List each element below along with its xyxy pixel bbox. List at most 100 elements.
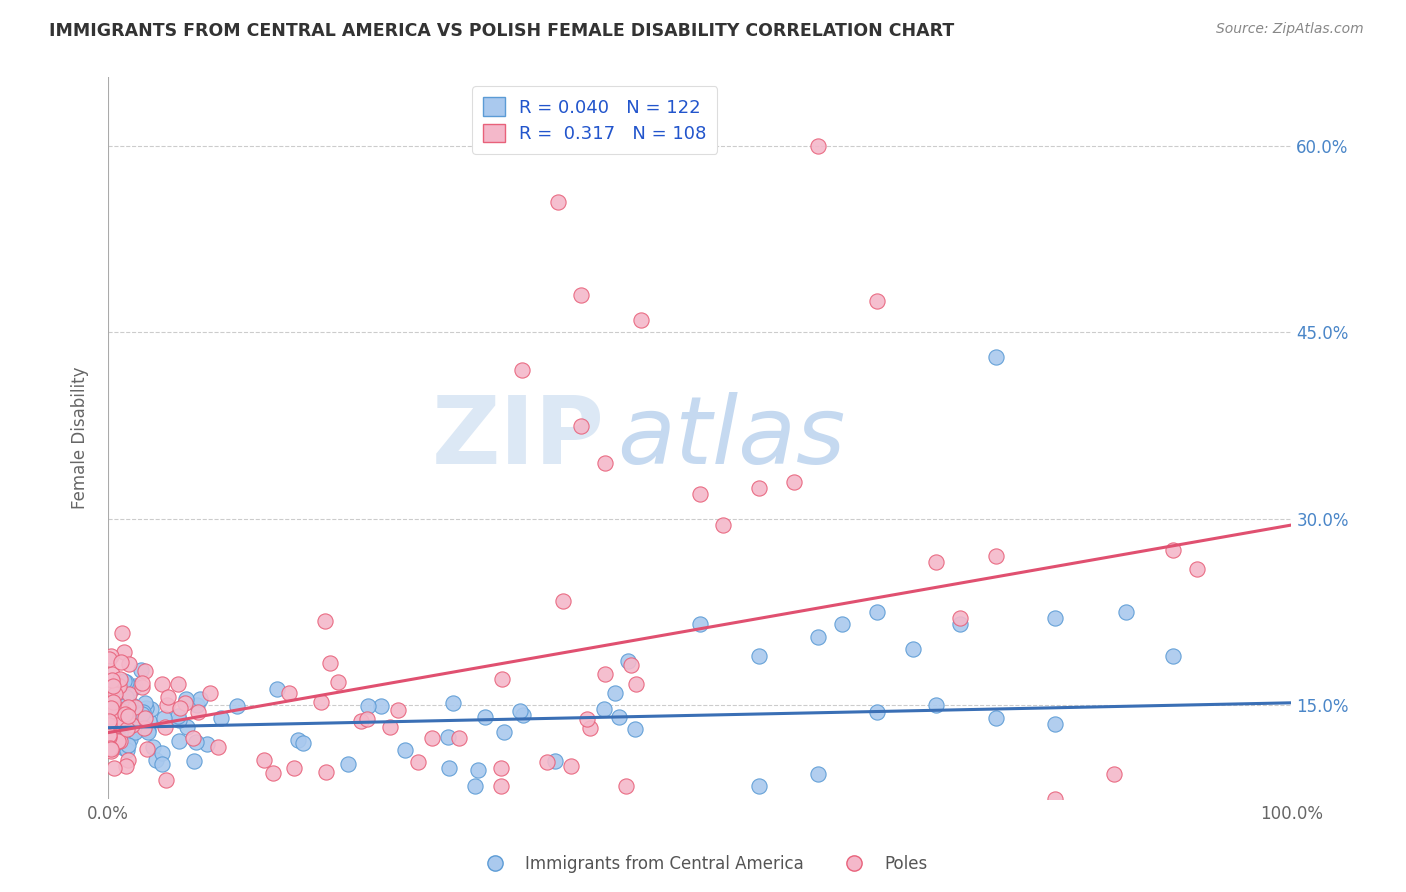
Point <box>169 701 191 715</box>
Point <box>107 679 129 693</box>
Point <box>152 677 174 691</box>
Text: Source: ZipAtlas.com: Source: ZipAtlas.com <box>1216 22 1364 37</box>
Point <box>1161 542 1184 557</box>
Point <box>174 691 197 706</box>
Point <box>544 754 567 768</box>
Point <box>1185 561 1208 575</box>
Point <box>984 549 1007 563</box>
Point <box>510 362 533 376</box>
Point <box>474 710 496 724</box>
Point <box>1161 648 1184 663</box>
Point <box>1043 791 1066 805</box>
Point <box>135 720 157 734</box>
Point <box>624 722 647 736</box>
Point <box>311 695 333 709</box>
Point <box>689 487 711 501</box>
Point <box>689 617 711 632</box>
Point <box>118 732 141 747</box>
Point <box>98 720 121 734</box>
Point <box>150 746 173 760</box>
Point <box>949 617 972 632</box>
Point <box>107 677 129 691</box>
Point <box>107 731 129 746</box>
Point <box>122 681 145 696</box>
Point <box>748 648 770 663</box>
Point <box>609 710 631 724</box>
Point <box>131 717 153 731</box>
Point <box>103 761 125 775</box>
Point <box>489 779 512 793</box>
Point <box>105 706 128 720</box>
Point <box>104 687 127 701</box>
Point <box>380 720 402 734</box>
Point <box>901 642 924 657</box>
Point <box>100 741 122 756</box>
Point <box>107 704 129 718</box>
Point <box>624 677 647 691</box>
Point <box>98 711 121 725</box>
Point <box>107 709 129 723</box>
Point <box>593 456 616 470</box>
Point <box>115 759 138 773</box>
Point <box>807 138 830 153</box>
Point <box>536 755 558 769</box>
Point <box>100 744 122 758</box>
Point <box>100 714 122 729</box>
Point <box>101 695 124 709</box>
Point <box>464 779 486 793</box>
Point <box>337 756 360 771</box>
Point <box>108 719 131 733</box>
Point <box>98 693 121 707</box>
Point <box>447 731 470 746</box>
Point <box>100 741 122 756</box>
Point <box>124 679 146 693</box>
Point <box>98 723 121 738</box>
Point <box>98 730 121 744</box>
Point <box>115 702 138 716</box>
Point <box>925 698 948 713</box>
Point <box>262 765 284 780</box>
Point <box>188 691 211 706</box>
Point <box>111 698 134 713</box>
Point <box>101 680 124 694</box>
Point <box>110 723 132 738</box>
Point <box>112 698 135 713</box>
Point <box>186 698 208 713</box>
Point <box>105 718 128 732</box>
Point <box>748 779 770 793</box>
Point <box>209 711 232 725</box>
Point <box>984 711 1007 725</box>
Point <box>114 726 136 740</box>
Point <box>156 690 179 704</box>
Point <box>783 475 806 489</box>
Point <box>292 736 315 750</box>
Y-axis label: Female Disability: Female Disability <box>72 367 89 509</box>
Point <box>121 718 143 732</box>
Point <box>315 765 337 780</box>
Point <box>326 675 349 690</box>
Point <box>117 753 139 767</box>
Point <box>408 755 430 769</box>
Point <box>98 714 121 729</box>
Point <box>98 727 121 741</box>
Point <box>135 700 157 714</box>
Point <box>98 718 121 732</box>
Point <box>155 772 177 787</box>
Point <box>117 722 139 736</box>
Point <box>283 761 305 775</box>
Point <box>984 350 1007 364</box>
Point <box>593 702 616 716</box>
Point <box>287 733 309 747</box>
Point <box>112 728 135 742</box>
Point <box>1102 766 1125 780</box>
Point <box>491 672 513 686</box>
Point <box>186 735 208 749</box>
Point <box>101 673 124 687</box>
Point <box>142 739 165 754</box>
Point <box>114 680 136 694</box>
Point <box>134 696 156 710</box>
Point <box>603 686 626 700</box>
Point <box>277 686 299 700</box>
Point <box>104 721 127 735</box>
Point <box>138 714 160 729</box>
